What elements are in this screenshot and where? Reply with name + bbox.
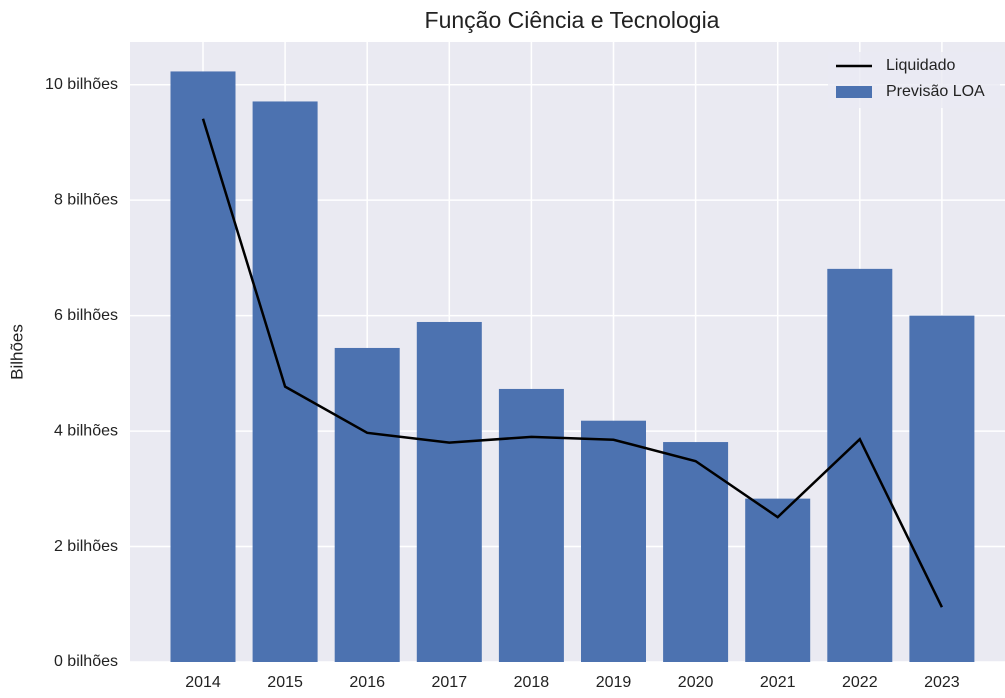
y-tick-label: 4 bilhões bbox=[54, 422, 118, 439]
x-tick-label: 2023 bbox=[924, 674, 960, 691]
y-tick-label: 10 bilhões bbox=[45, 76, 118, 93]
x-tick-label: 2014 bbox=[185, 674, 221, 691]
line bbox=[201, 118, 944, 608]
bar bbox=[581, 420, 646, 662]
x-tick-label: 2022 bbox=[842, 674, 878, 691]
x-tick-label: 2021 bbox=[760, 674, 796, 691]
y-tick-label: 6 bilhões bbox=[54, 307, 118, 324]
x-tick-label: 2019 bbox=[596, 674, 632, 691]
x-tick-label: 2016 bbox=[349, 674, 385, 691]
bar bbox=[663, 442, 729, 662]
bar bbox=[909, 315, 975, 662]
bar bbox=[745, 498, 811, 662]
bar bbox=[170, 71, 236, 662]
bar bbox=[334, 347, 400, 662]
y-tick-label: 0 bilhões bbox=[54, 653, 118, 670]
bar bbox=[827, 268, 893, 662]
y-axis-label: Bilhões bbox=[7, 324, 26, 380]
legend-patch bbox=[836, 86, 872, 98]
bar bbox=[252, 101, 318, 662]
legend-label: Previsão LOA bbox=[886, 83, 985, 100]
y-tick-label: 8 bilhões bbox=[54, 191, 118, 208]
y-tick-label: 2 bilhões bbox=[54, 538, 118, 555]
legend-box bbox=[828, 52, 1000, 108]
x-tick-label: 2018 bbox=[514, 674, 550, 691]
chart-title: Função Ciência e Tecnologia bbox=[425, 7, 720, 33]
x-tick-label: 2017 bbox=[432, 674, 468, 691]
x-tick-label: 2020 bbox=[678, 674, 714, 691]
bar bbox=[416, 321, 482, 662]
x-tick-label: 2015 bbox=[267, 674, 303, 691]
legend-label: Liquidado bbox=[886, 57, 956, 74]
bar bbox=[498, 388, 564, 662]
